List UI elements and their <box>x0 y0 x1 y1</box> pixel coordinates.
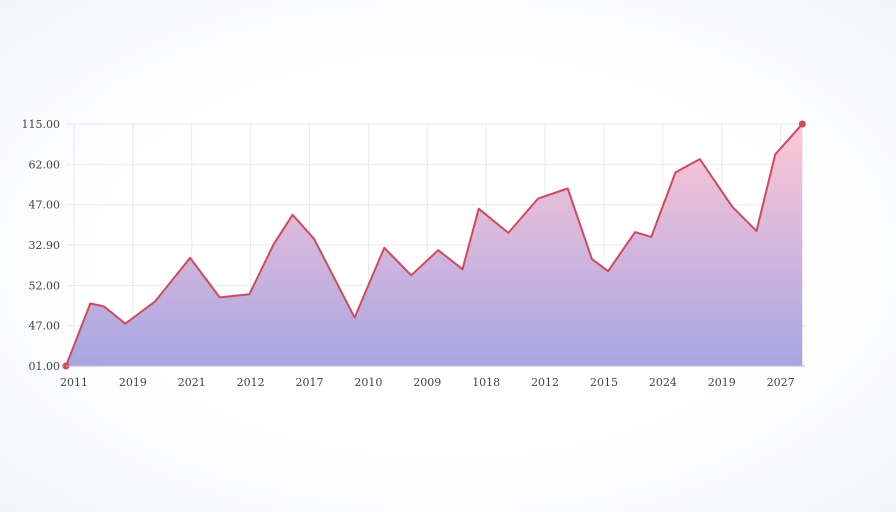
y-tick-label: 47.00 <box>29 199 61 212</box>
x-axis-ticks: 2011 2019 2021 2012 2017 2010 2009 1018 2012 2015… <box>60 376 795 389</box>
y-tick-label: 62.00 <box>29 158 61 171</box>
x-tick-label: 2015 <box>590 376 618 389</box>
x-tick-label: 2019 <box>708 376 736 389</box>
end-point-marker <box>798 120 806 128</box>
y-axis-ticks: 01.00 47.00 52.00 32.90 47.00 62.00 115.00 <box>22 118 61 373</box>
x-tick-label: 1018 <box>472 376 500 389</box>
x-tick-label: 2011 <box>60 376 88 389</box>
y-tick-label: 52.00 <box>29 279 61 292</box>
x-tick-label: 2027 <box>767 376 795 389</box>
area-fill <box>66 124 803 366</box>
y-tick-label: 47.00 <box>29 320 61 333</box>
series-line <box>65 123 804 367</box>
x-tick-label: 2009 <box>413 376 441 389</box>
x-tick-label: 2010 <box>354 376 382 389</box>
x-tick-label: 2024 <box>649 376 677 389</box>
x-tick-label: 2012 <box>237 376 265 389</box>
x-tick-label: 2017 <box>296 376 324 389</box>
x-tick-label: 2019 <box>119 376 147 389</box>
x-tick-label: 2021 <box>178 376 206 389</box>
x-tick-label: 2012 <box>531 376 559 389</box>
y-tick-label: 01.00 <box>29 360 61 373</box>
y-tick-label: 32.90 <box>29 239 61 252</box>
y-tick-label: 115.00 <box>22 118 61 131</box>
